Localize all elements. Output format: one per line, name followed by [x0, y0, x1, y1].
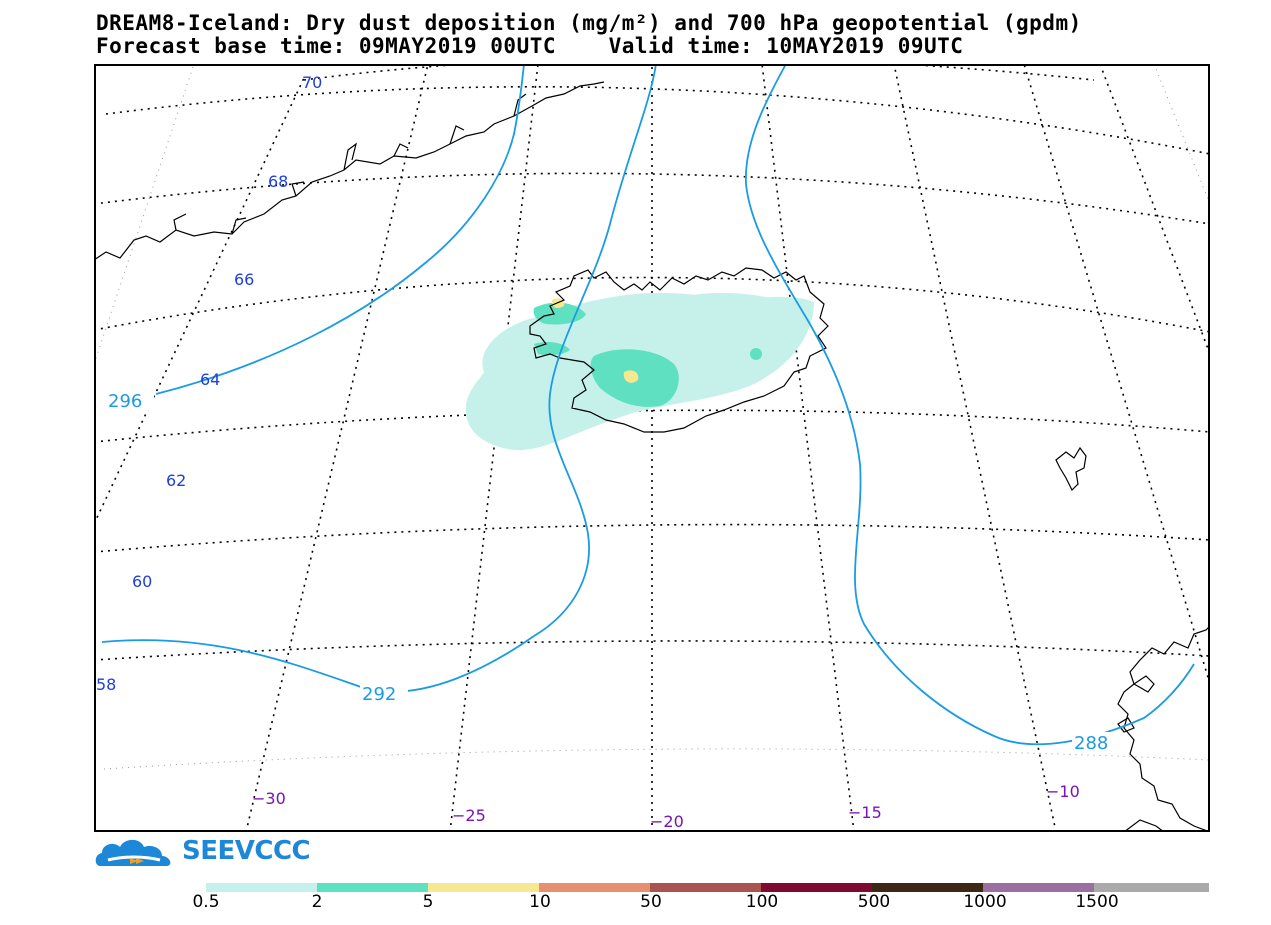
colorbar-swatch	[428, 883, 539, 892]
colorbar-swatch	[539, 883, 650, 892]
colorbar-swatch	[872, 883, 983, 892]
latitude-lines-faint	[103, 748, 1210, 770]
contour-label-288: 288	[1074, 733, 1108, 754]
colorbar-label: 50	[640, 892, 662, 912]
colorbar-label: 100	[745, 892, 779, 912]
longitude-labels: −30 −25 −20 −15 −10	[252, 782, 1080, 831]
longitude-lines	[94, 64, 1210, 832]
contour-labels: 296 292 288	[106, 388, 1120, 754]
longitude-line-0	[1099, 64, 1210, 355]
colorbar-label: 1000	[963, 892, 1007, 912]
latitude-line-62	[94, 409, 1210, 443]
coastline-scotland	[1117, 625, 1210, 832]
lat-label-60: 60	[132, 572, 152, 591]
coastline-greenland	[94, 81, 605, 261]
colorbar-label: 2	[311, 892, 323, 912]
map-title: DREAM8-Iceland: Dry dust deposition (mg/…	[96, 11, 1082, 35]
lon-label-25: −25	[452, 806, 486, 825]
seevccc-logo-text: SEEVCCC	[182, 836, 311, 866]
lat-label-64: 64	[200, 370, 220, 389]
latitude-line-58	[94, 640, 1210, 661]
lat-label-62: 62	[166, 471, 186, 490]
lon-label-30: −30	[252, 789, 286, 808]
colorbar-label: 500	[857, 892, 891, 912]
map-panel: 70 68 66 64 62 60 58 −30 −25 −20 −15 −10…	[94, 64, 1210, 832]
colorbar-label: 5	[422, 892, 434, 912]
coastline-faroe	[1055, 446, 1087, 492]
coastline-scotland-islands	[1117, 675, 1165, 832]
latitude-line-70	[303, 64, 1095, 81]
latitude-labels: 70 68 66 64 62 60 58	[96, 73, 322, 694]
colorbar-swatch	[1094, 883, 1209, 892]
colorbar-swatch	[650, 883, 761, 892]
lon-label-15: −15	[848, 803, 882, 822]
lat-label-58: 58	[96, 675, 116, 694]
longitude-line-35	[94, 77, 305, 525]
colorbar-label: 10	[529, 892, 551, 912]
latitude-line-60	[94, 523, 1210, 553]
coastline-iceland	[529, 267, 829, 433]
lon-label-20: −20	[650, 812, 684, 831]
dust-area-light-north	[674, 292, 794, 332]
longitude-line-10	[893, 64, 1057, 832]
lat-label-66: 66	[234, 270, 254, 289]
contour-label-296: 296	[108, 391, 142, 412]
longitude-line-15	[761, 64, 855, 832]
dust-spot-medium	[750, 348, 762, 360]
colorbar-swatch	[317, 883, 428, 892]
cloud-logo-icon	[95, 839, 171, 866]
colorbar-label: 1500	[1075, 892, 1119, 912]
dust-deposition-shading	[465, 292, 814, 451]
longitude-line-5e	[1153, 64, 1210, 205]
contour-292-west	[101, 64, 657, 693]
lat-label-68: 68	[268, 172, 288, 191]
colorbar	[206, 883, 1209, 892]
coastline-greenland-inner	[173, 93, 527, 235]
contour-label-292: 292	[362, 684, 396, 705]
latitude-lines	[94, 64, 1210, 661]
contour-296	[155, 64, 525, 395]
contour-292-east	[745, 64, 1195, 746]
dust-area-yellow-central	[623, 370, 639, 383]
latitude-line-66	[94, 172, 1210, 225]
colorbar-swatch	[983, 883, 1094, 892]
lon-label-10: −10	[1046, 782, 1080, 801]
seevccc-logo	[94, 832, 314, 874]
colorbar-label: 0.5	[192, 892, 220, 912]
longitude-line-40	[94, 64, 195, 365]
longitude-line-25	[449, 64, 539, 832]
latitude-line-56	[103, 748, 1210, 770]
coastlines	[94, 81, 1210, 832]
lat-label-70: 70	[302, 73, 322, 92]
latitude-line-68	[105, 85, 1210, 155]
map-border	[94, 64, 1210, 832]
colorbar-swatch	[761, 883, 872, 892]
longitude-line-5	[1023, 64, 1210, 685]
map-subtitle-times: Forecast base time: 09MAY2019 00UTC Vali…	[96, 34, 964, 58]
colorbar-swatch	[206, 883, 317, 892]
